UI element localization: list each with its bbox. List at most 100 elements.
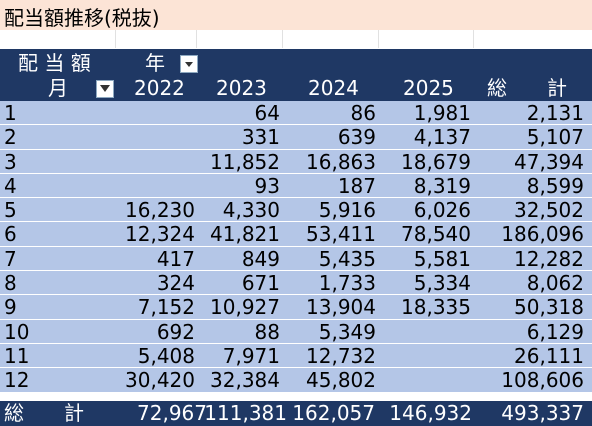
value-cell[interactable]: 50,318 [514, 295, 584, 320]
value-cell[interactable]: 5,349 [318, 319, 376, 344]
month-cell[interactable]: 10 [4, 319, 30, 344]
value-cell[interactable]: 10,927 [210, 295, 280, 320]
month-cell[interactable]: 7 [4, 246, 17, 271]
month-cell[interactable]: 3 [4, 149, 17, 174]
value-cell[interactable]: 13,904 [306, 295, 376, 320]
table-row[interactable]: 5 16,230 4,330 5,916 6,026 32,502 [0, 198, 592, 223]
value-cell[interactable]: 8,599 [526, 173, 584, 198]
value-cell[interactable]: 53,411 [306, 222, 376, 247]
value-cell[interactable]: 47,394 [514, 149, 584, 174]
value-cell[interactable]: 88 [254, 319, 280, 344]
title-row: 配当額推移(税抜) [0, 0, 592, 30]
cell-divider [282, 30, 283, 48]
value-cell[interactable]: 26,111 [514, 343, 584, 368]
value-cell[interactable]: 639 [337, 125, 376, 150]
month-cell[interactable]: 2 [4, 125, 17, 150]
total-header: 総 計 [487, 76, 567, 100]
value-cell[interactable]: 8,319 [413, 173, 471, 198]
value-cell[interactable]: 86 [350, 101, 376, 125]
value-cell[interactable]: 7,971 [222, 343, 280, 368]
value-cell[interactable]: 5,408 [137, 343, 195, 368]
value-cell[interactable]: 4,330 [222, 198, 280, 223]
value-cell[interactable]: 4,137 [413, 125, 471, 150]
table-row[interactable]: 11 5,408 7,971 12,732 26,111 [0, 343, 592, 369]
value-cell[interactable]: 331 [241, 125, 280, 150]
column-filter-dropdown-icon[interactable] [180, 55, 198, 73]
value-cell[interactable]: 78,540 [401, 222, 471, 247]
month-cell[interactable]: 9 [4, 295, 17, 320]
table-row[interactable]: 2 331 639 4,137 5,107 [0, 125, 592, 150]
cell-divider [378, 30, 379, 48]
value-cell[interactable]: 45,802 [306, 368, 376, 393]
grand-total-all[interactable]: 493,337 [501, 401, 584, 425]
table-row[interactable]: 7 417 849 5,435 5,581 12,282 [0, 246, 592, 272]
value-cell[interactable]: 187 [337, 173, 376, 198]
value-cell[interactable]: 7,152 [137, 295, 195, 320]
value-cell[interactable]: 5,435 [318, 246, 376, 271]
table-row[interactable]: 9 7,152 10,927 13,904 18,335 50,318 [0, 295, 592, 320]
pivot-header: 配 当 額 年 月 2022 2023 2024 2025 総 計 [0, 49, 592, 101]
value-cell[interactable]: 5,581 [413, 246, 471, 271]
table-row[interactable]: 10 692 88 5,349 6,129 [0, 319, 592, 344]
value-cell[interactable]: 32,502 [514, 198, 584, 223]
value-cell[interactable]: 16,863 [306, 149, 376, 174]
table-row[interactable]: 3 11,852 16,863 18,679 47,394 [0, 149, 592, 174]
value-cell[interactable]: 8,062 [526, 271, 584, 296]
value-cell[interactable]: 6,026 [413, 198, 471, 223]
value-cell[interactable]: 6,129 [526, 319, 584, 344]
cell-divider [196, 30, 197, 48]
pivot-body: 1 64 86 1,981 2,131 2 331 639 4,137 5,107 3 11,852 1… [0, 101, 592, 393]
value-cell[interactable]: 18,679 [401, 149, 471, 174]
value-cell[interactable]: 1,733 [318, 271, 376, 296]
grand-total-2024[interactable]: 162,057 [292, 401, 375, 425]
value-cell[interactable]: 11,852 [210, 149, 280, 174]
table-row[interactable]: 6 12,324 41,821 53,411 78,540 186,096 [0, 222, 592, 247]
value-cell[interactable]: 324 [156, 271, 195, 296]
value-cell[interactable]: 2,131 [526, 101, 584, 125]
value-cell[interactable]: 12,324 [125, 222, 195, 247]
month-cell[interactable]: 4 [4, 173, 17, 198]
cell-divider [115, 30, 116, 48]
table-row[interactable]: 4 93 187 8,319 8,599 [0, 173, 592, 199]
value-cell[interactable]: 5,916 [318, 198, 376, 223]
value-cell[interactable]: 18,335 [401, 295, 471, 320]
table-row[interactable]: 12 30,420 32,384 45,802 108,606 [0, 368, 592, 393]
month-cell[interactable]: 11 [4, 343, 30, 368]
value-cell[interactable]: 5,334 [413, 271, 471, 296]
row-filter-funnel-icon[interactable] [96, 80, 114, 98]
month-cell[interactable]: 8 [4, 271, 17, 296]
value-cell[interactable]: 5,107 [526, 125, 584, 150]
month-cell[interactable]: 5 [4, 198, 17, 223]
sheet-title: 配当額推移(税抜) [4, 6, 160, 30]
value-cell[interactable]: 12,282 [514, 246, 584, 271]
value-cell[interactable]: 30,420 [125, 368, 195, 393]
grand-total-2022[interactable]: 72,967 [137, 401, 207, 425]
table-row[interactable]: 1 64 86 1,981 2,131 [0, 101, 592, 126]
grand-total-2025[interactable]: 146,932 [389, 401, 472, 425]
value-cell[interactable]: 692 [156, 319, 195, 344]
value-cell[interactable]: 93 [254, 173, 280, 198]
value-cell[interactable]: 64 [254, 101, 280, 125]
month-cell[interactable]: 12 [4, 368, 30, 393]
month-cell[interactable]: 1 [4, 101, 17, 125]
year-header-2022: 2022 [134, 76, 185, 100]
year-header-2024: 2024 [308, 76, 359, 100]
value-cell[interactable]: 417 [156, 246, 195, 271]
month-cell[interactable]: 6 [4, 222, 17, 247]
year-header-2023: 2023 [216, 76, 267, 100]
value-cell[interactable]: 12,732 [306, 343, 376, 368]
value-cell[interactable]: 186,096 [501, 222, 584, 247]
value-cell[interactable]: 1,981 [413, 101, 471, 125]
grand-total-2023[interactable]: 111,381 [204, 401, 287, 425]
value-cell[interactable]: 671 [241, 271, 280, 296]
table-row[interactable]: 8 324 671 1,733 5,334 8,062 [0, 271, 592, 296]
value-cell[interactable]: 849 [241, 246, 280, 271]
year-header-2025: 2025 [403, 76, 454, 100]
value-cell[interactable]: 16,230 [125, 198, 195, 223]
value-cell[interactable]: 32,384 [210, 368, 280, 393]
grand-total-label: 総 計 [4, 401, 84, 425]
value-cell[interactable]: 108,606 [501, 368, 584, 393]
row-field-label: 月 [48, 76, 68, 100]
value-cell[interactable]: 41,821 [210, 222, 280, 247]
column-field-label: 年 [145, 51, 165, 75]
